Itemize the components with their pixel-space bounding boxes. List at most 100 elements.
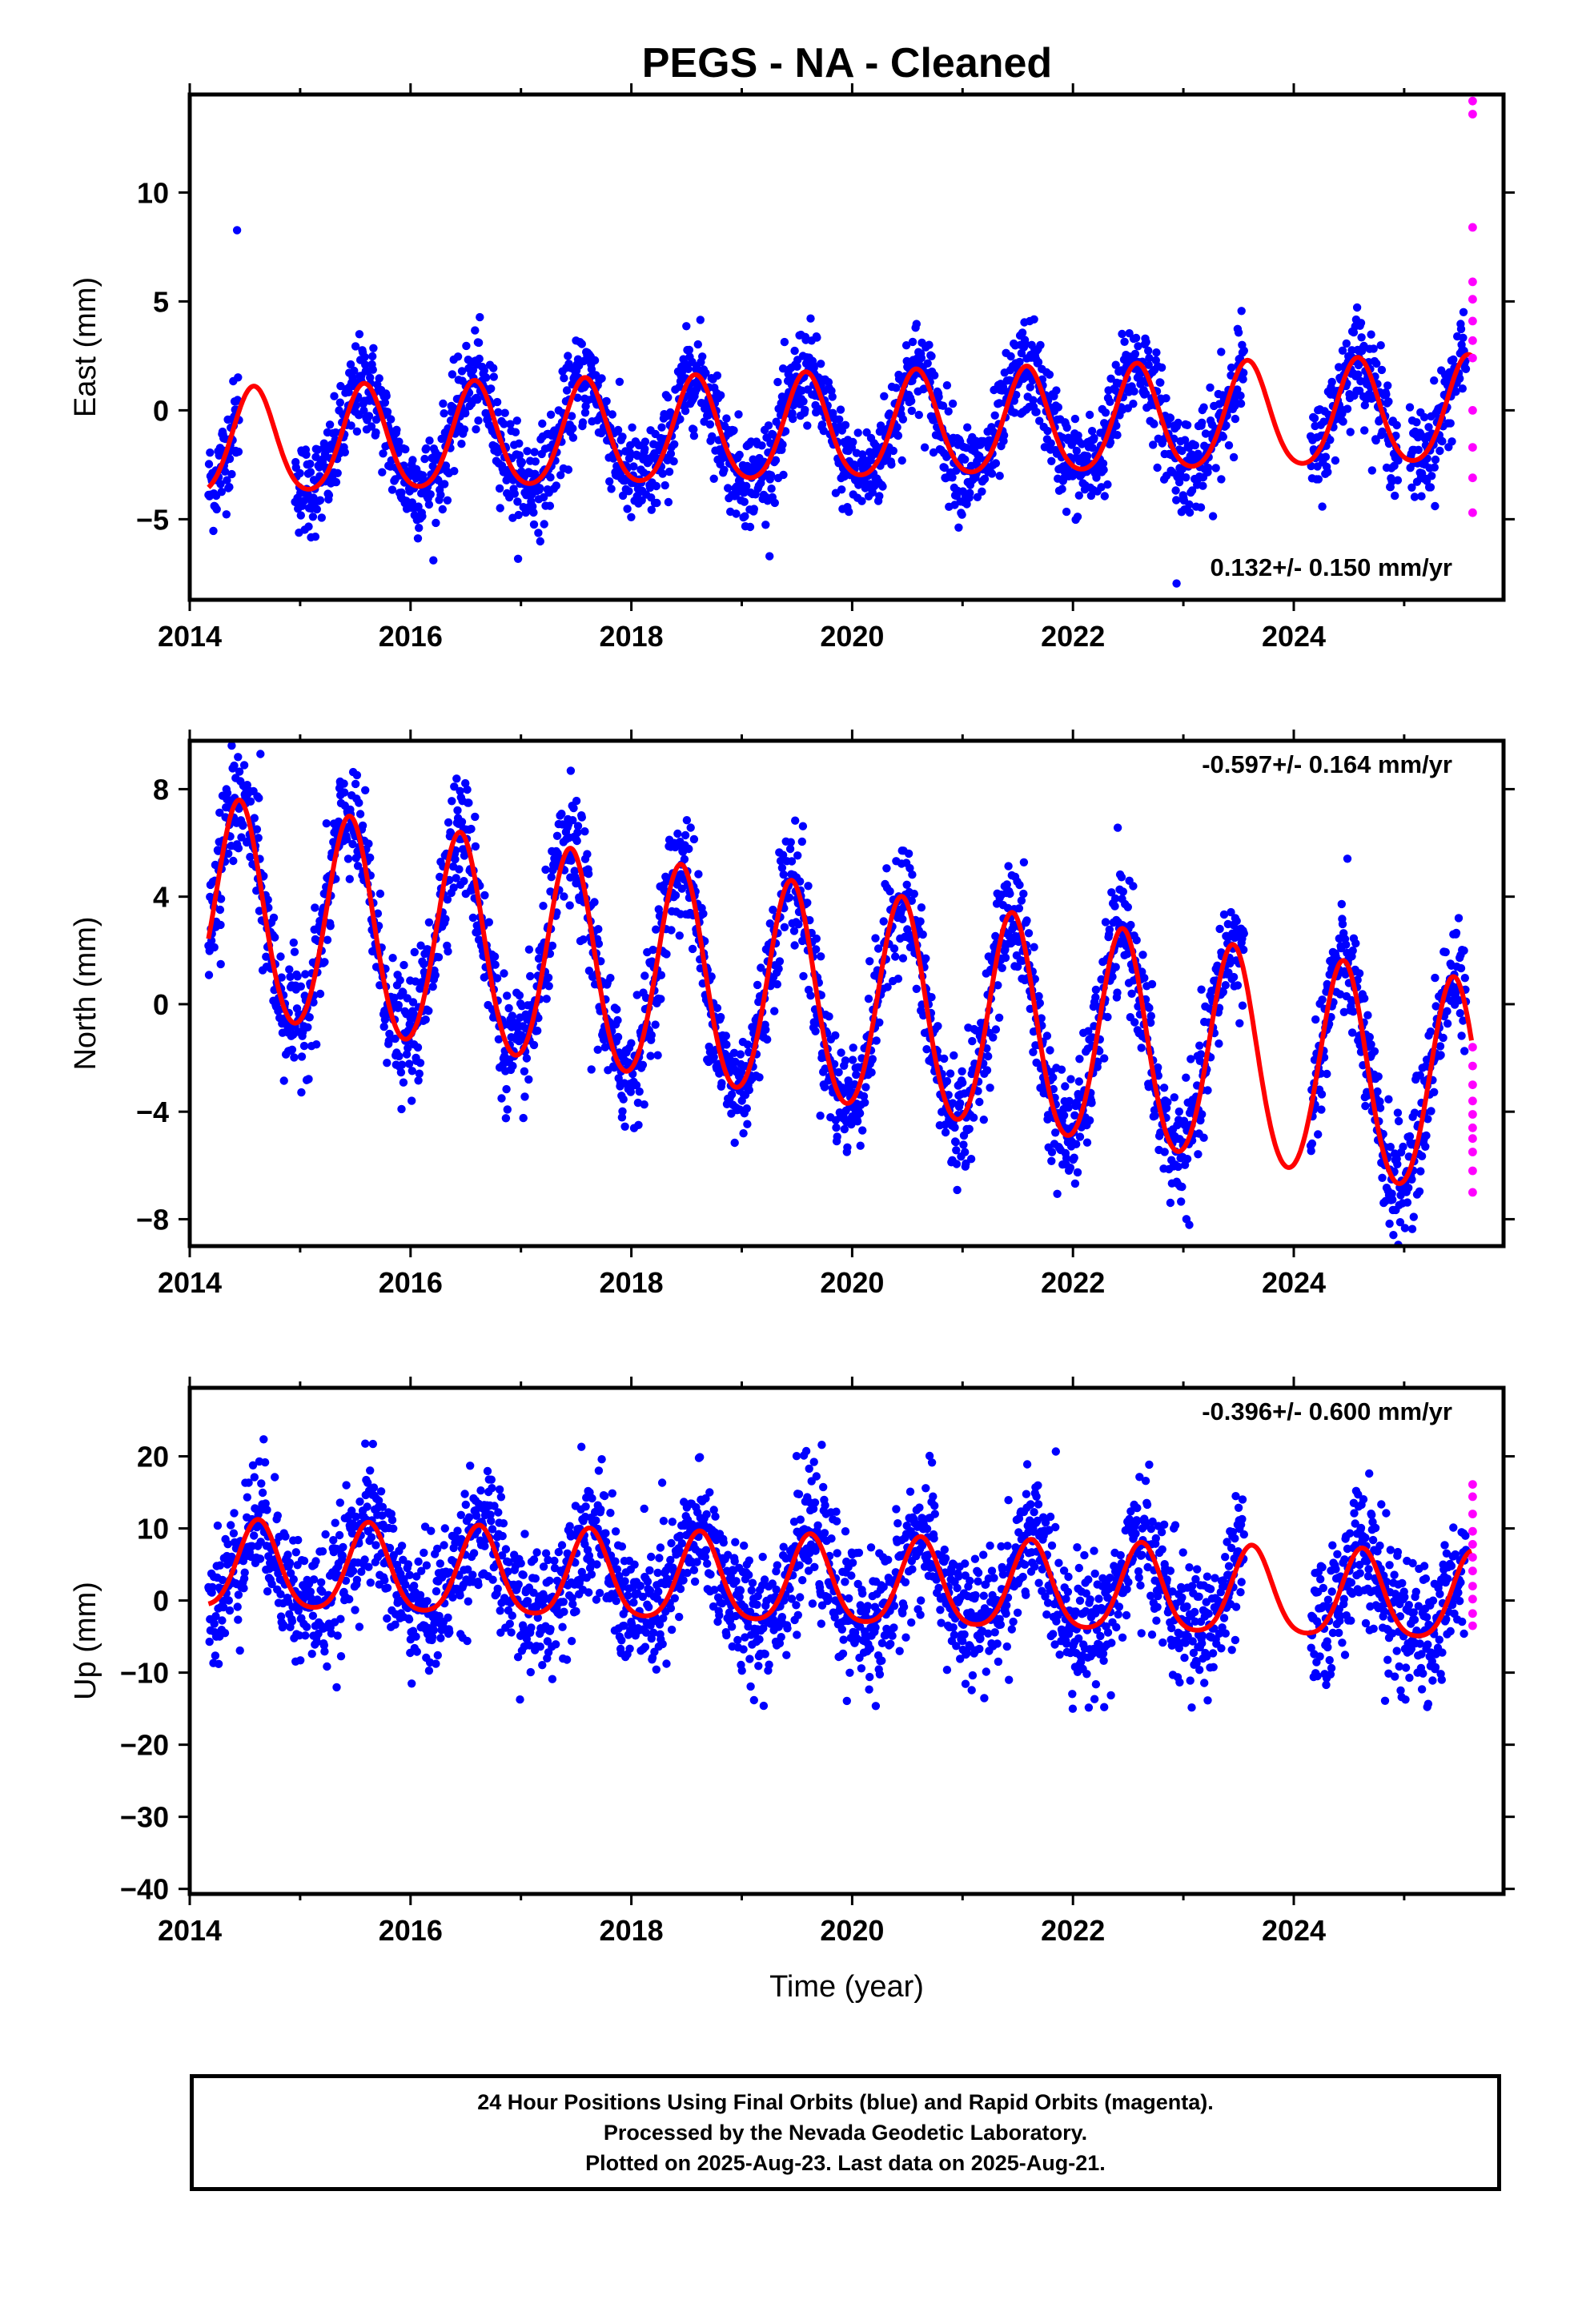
final-orbit-point — [379, 1022, 388, 1031]
final-orbit-point — [573, 393, 582, 402]
final-orbit-point — [1196, 503, 1206, 512]
final-orbit-point — [364, 412, 374, 420]
final-orbit-point — [474, 927, 483, 936]
final-orbit-point — [230, 761, 239, 770]
final-orbit-point — [453, 352, 463, 361]
final-orbit-point — [568, 433, 578, 442]
final-orbit-point — [998, 963, 1006, 973]
final-orbit-point — [671, 891, 681, 900]
y-tick-label: 4 — [153, 881, 169, 914]
rapid-orbit-point — [1468, 96, 1477, 106]
rapid-orbit-point — [1468, 1123, 1477, 1132]
final-orbit-point — [1072, 1140, 1081, 1148]
final-orbit-point — [956, 1099, 965, 1108]
final-orbit-point — [868, 1055, 877, 1063]
final-orbit-point — [1100, 1054, 1109, 1063]
final-orbit-point — [607, 485, 616, 493]
final-orbit-point — [1099, 465, 1108, 474]
final-orbit-point — [524, 945, 534, 954]
final-orbit-point — [749, 505, 758, 513]
final-orbit-point — [546, 410, 556, 419]
final-orbit-point — [1412, 418, 1421, 427]
final-orbit-point — [590, 356, 600, 365]
final-orbit-point — [322, 818, 331, 828]
final-orbit-point — [429, 556, 438, 565]
rapid-orbit-points — [1468, 1043, 1477, 1197]
final-orbit-point — [843, 1143, 852, 1152]
final-orbit-point — [1331, 456, 1340, 465]
final-orbit-point — [211, 1651, 220, 1660]
final-orbit-point — [1414, 445, 1423, 454]
final-orbit-point — [1136, 376, 1146, 385]
final-orbit-point — [1199, 403, 1208, 412]
final-orbit-point — [857, 497, 866, 505]
final-orbit-point — [216, 959, 225, 969]
y-tick-label: 8 — [153, 773, 169, 806]
final-orbit-point — [452, 774, 461, 783]
final-orbit-point — [1239, 929, 1249, 938]
final-orbit-point — [560, 892, 568, 901]
final-orbit-point — [299, 1041, 309, 1051]
final-orbit-point — [837, 1048, 845, 1057]
final-orbit-point — [804, 882, 813, 891]
final-orbit-point — [1101, 918, 1110, 927]
final-orbit-point — [375, 374, 383, 383]
final-orbit-point — [1457, 1031, 1466, 1040]
x-tick-label: 2020 — [820, 620, 884, 653]
final-orbit-point — [1452, 928, 1461, 938]
final-orbit-point — [1392, 420, 1401, 430]
final-orbit-point — [764, 421, 773, 430]
final-orbit-point — [402, 1050, 412, 1059]
final-orbit-point — [820, 1083, 829, 1092]
final-orbit-point — [717, 1012, 725, 1022]
final-orbit-point — [1120, 337, 1129, 346]
final-orbit-point — [1415, 428, 1424, 437]
final-orbit-point — [698, 352, 707, 361]
final-orbit-point — [868, 488, 877, 497]
final-orbit-point — [743, 1040, 753, 1049]
final-orbit-point — [506, 420, 515, 428]
final-orbit-point — [1047, 1148, 1057, 1156]
final-orbit-point — [520, 1067, 529, 1076]
final-orbit-point — [399, 987, 408, 997]
final-orbit-point — [809, 364, 818, 372]
final-orbit-point — [637, 496, 646, 505]
plot-frame — [187, 92, 1506, 602]
final-orbit-point — [352, 770, 362, 780]
final-orbit-point — [883, 983, 892, 991]
final-orbit-point — [638, 1060, 648, 1070]
final-orbit-point — [793, 362, 801, 371]
final-orbit-point — [1338, 919, 1347, 929]
final-orbit-point — [444, 818, 453, 827]
final-orbit-point — [841, 1056, 850, 1065]
final-orbit-point — [975, 1097, 984, 1107]
final-orbit-point — [309, 998, 318, 1007]
final-orbit-point — [685, 844, 693, 854]
final-orbit-point — [500, 420, 508, 428]
final-orbit-point — [859, 1092, 869, 1101]
final-orbit-point — [1460, 974, 1470, 983]
final-orbit-point — [684, 364, 693, 373]
final-orbit-point — [1059, 1111, 1069, 1120]
final-orbit-point — [1178, 1182, 1186, 1192]
final-orbit-point — [930, 371, 939, 380]
final-orbit-point — [753, 980, 762, 990]
final-orbit-point — [640, 444, 649, 453]
final-orbit-point — [319, 439, 328, 448]
final-orbit-point — [331, 428, 340, 437]
final-orbit-point — [223, 789, 232, 798]
final-orbit-point — [517, 458, 527, 467]
final-orbit-point — [564, 352, 572, 360]
final-orbit-point — [286, 972, 295, 982]
final-orbit-point — [312, 505, 321, 514]
final-orbit-point — [1222, 421, 1231, 430]
final-orbit-point — [632, 991, 641, 999]
final-orbit-point — [942, 381, 952, 390]
final-orbit-point — [909, 890, 919, 899]
final-orbit-point — [1074, 1077, 1084, 1086]
final-orbit-point — [343, 834, 351, 844]
final-orbit-point — [1063, 1100, 1072, 1109]
final-orbit-point — [225, 454, 235, 464]
final-orbit-point — [1045, 370, 1054, 379]
final-orbit-point — [1001, 953, 1010, 963]
